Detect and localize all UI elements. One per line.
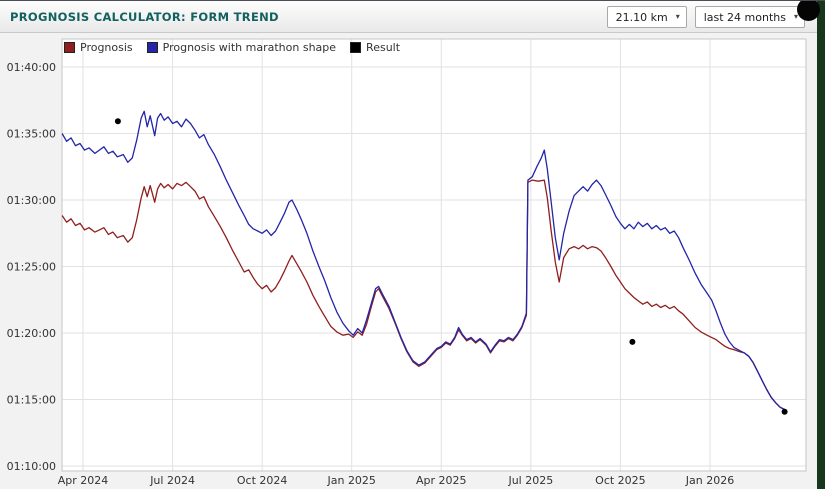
- chart-legend: Prognosis Prognosis with marathon shape …: [64, 41, 400, 54]
- legend-item-result: Result: [350, 41, 400, 54]
- distance-select[interactable]: 21.10 km ▾: [606, 6, 687, 28]
- x-tick-label: Oct 2025: [595, 474, 646, 487]
- legend-item-prognosis-marathon: Prognosis with marathon shape: [146, 41, 337, 54]
- header-bar: PROGNOSIS CALCULATOR: FORM TREND 21.10 k…: [0, 1, 817, 33]
- page-title: PROGNOSIS CALCULATOR: FORM TREND: [10, 9, 279, 24]
- time-range-select-value: last 24 months: [703, 10, 786, 24]
- y-tick-label: 01:30:00: [7, 194, 56, 207]
- logo-circle: [797, 1, 820, 21]
- x-tick-label: Apr 2024: [58, 474, 109, 487]
- x-tick-label: Jul 2025: [507, 474, 553, 487]
- y-tick-label: 01:15:00: [7, 394, 56, 407]
- y-tick-label: 01:35:00: [7, 128, 56, 141]
- legend-swatch-result: [350, 42, 362, 53]
- y-tick-label: 01:40:00: [7, 61, 56, 74]
- chevron-down-icon: ▾: [793, 12, 798, 21]
- plot-area: [62, 39, 806, 471]
- legend-swatch-prognosis: [64, 42, 75, 53]
- x-tick-label: Apr 2025: [416, 474, 467, 487]
- x-tick-label: Jan 2025: [326, 474, 375, 487]
- legend-item-prognosis: Prognosis: [64, 41, 133, 54]
- x-tick-label: Jan 2026: [685, 474, 734, 487]
- legend-label-result: Result: [366, 41, 401, 54]
- result-dot: [781, 408, 788, 415]
- header-controls: 21.10 km ▾ last 24 months ▾: [606, 6, 805, 28]
- y-tick-label: 01:25:00: [7, 261, 56, 274]
- time-range-select[interactable]: last 24 months ▾: [694, 6, 805, 28]
- series-prognosis-marathon: [61, 110, 785, 411]
- x-tick-label: Jul 2024: [149, 474, 195, 487]
- y-tick-label: 01:10:00: [7, 460, 56, 473]
- legend-label-prognosis: Prognosis: [80, 41, 133, 54]
- y-tick-label: 01:20:00: [7, 327, 56, 340]
- legend-swatch-prognosis-marathon: [146, 42, 158, 53]
- chevron-down-icon: ▾: [675, 12, 680, 21]
- result-dot: [114, 118, 121, 125]
- series-prognosis: [61, 179, 785, 411]
- distance-select-value: 21.10 km: [615, 10, 668, 24]
- x-tick-label: Oct 2024: [237, 474, 288, 487]
- page-edge-strip: [817, 1, 825, 489]
- legend-label-prognosis-marathon: Prognosis with marathon shape: [162, 41, 337, 54]
- plot-border: [61, 38, 807, 472]
- result-dot: [629, 338, 636, 345]
